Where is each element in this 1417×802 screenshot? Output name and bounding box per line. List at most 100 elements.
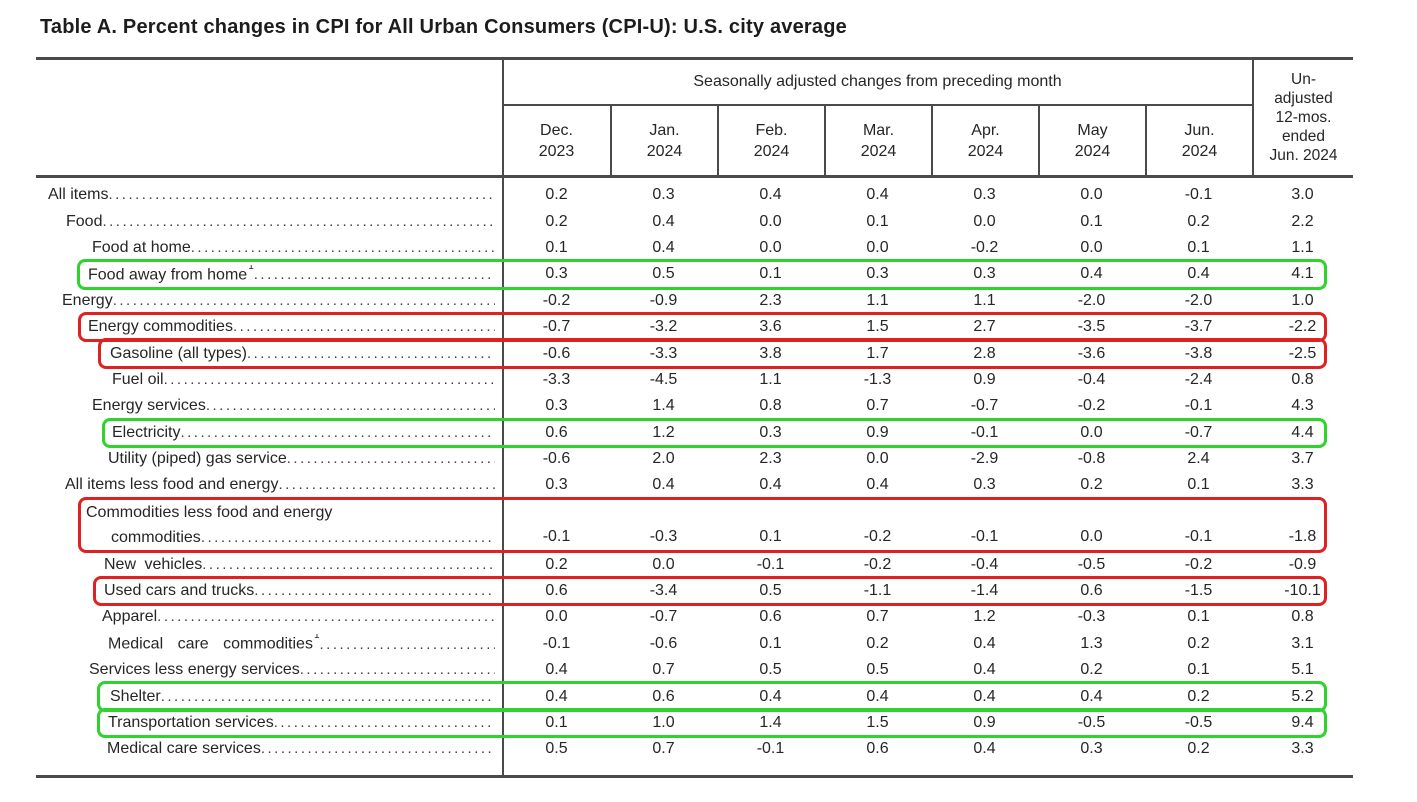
value-cell: 1.1 [1291, 238, 1314, 256]
value-cell: -2.0 [1184, 291, 1213, 309]
table-row: Commodities less food and energy commodit… [36, 496, 1353, 554]
value-cell: 0.0 [1080, 423, 1103, 441]
header-months-group: Seasonally adjusted changes from precedi… [503, 60, 1252, 175]
value-cell: 0.0 [866, 450, 889, 468]
row-label: Energy services [36, 393, 503, 419]
row-label: Fuel oil [36, 367, 503, 393]
value-cell: 0.0 [866, 238, 889, 256]
value-cell: -0.2 [542, 291, 571, 309]
row-label: Medical care commodities1 [36, 631, 503, 657]
value-cell: 0.0 [545, 608, 568, 626]
row-label: Electricity [36, 420, 503, 446]
value-cell: -0.1 [756, 740, 785, 758]
value-cell: 0.3 [545, 265, 568, 283]
footnote-marker: 1 [313, 634, 320, 642]
value-cell: 5.1 [1291, 661, 1314, 679]
month-header-cell: Apr. 2024 [931, 106, 1038, 175]
value-cell: -2.9 [970, 450, 999, 468]
row-label: Apparel [36, 604, 503, 630]
value-cell: -0.4 [970, 555, 999, 573]
value-cell: 1.4 [652, 397, 675, 415]
value-cell: 0.8 [1291, 370, 1314, 388]
value-cell: -0.7 [542, 318, 571, 336]
value-cell: 0.9 [973, 370, 996, 388]
value-cell: 1.5 [866, 318, 889, 336]
value-cell: 0.2 [1187, 740, 1210, 758]
value-cell: 3.1 [1291, 634, 1314, 652]
value-cell: 0.0 [1080, 238, 1103, 256]
value-cell: 0.0 [1080, 528, 1103, 546]
header-label-spacer [36, 60, 503, 175]
table-row: Utility (piped) gas service -0.6 2.0 2.3 0.0… [36, 446, 1353, 472]
value-cell: 0.1 [545, 238, 568, 256]
row-label: Services less energy services [36, 657, 503, 683]
value-cell: 1.0 [1291, 291, 1314, 309]
value-cell: 0.3 [759, 423, 782, 441]
row-label: Utility (piped) gas service [36, 446, 503, 472]
value-cell: -3.3 [649, 344, 678, 362]
value-cell: 0.0 [759, 238, 782, 256]
value-cell: -2.0 [1077, 291, 1106, 309]
table-row: Gasoline (all types) -0.6 -3.3 3.8 1.7 2.8 -3.… [36, 338, 1353, 369]
row-label: Gasoline (all types) [36, 340, 503, 366]
value-cell: 0.3 [973, 476, 996, 494]
value-cell: 1.1 [973, 291, 996, 309]
value-cell: -4.5 [649, 370, 678, 388]
value-cell: 1.4 [759, 714, 782, 732]
value-cell: 1.2 [973, 608, 996, 626]
value-cell: 3.3 [1291, 476, 1314, 494]
value-cell: 0.3 [973, 186, 996, 204]
row-label: All items less food and energy [36, 472, 503, 498]
value-cell: -0.6 [542, 344, 571, 362]
month-header-cell: Dec. 2023 [538, 121, 575, 160]
table-row: Fuel oil -3.3 -4.5 1.1 -1.3 0.9 -0.4 -2.4 0.8 [36, 367, 1353, 393]
table-row: Food away from home1 0.3 0.5 0.1 0.3 0.3 0.4 0.… [36, 259, 1353, 290]
value-cell: -2.5 [1288, 344, 1317, 362]
value-cell: 0.4 [866, 687, 889, 705]
value-cell: 0.1 [1187, 238, 1210, 256]
value-cell: -1.5 [1184, 582, 1213, 600]
value-cell: 0.5 [866, 661, 889, 679]
value-cell: -0.6 [542, 450, 571, 468]
value-cell: 1.1 [759, 370, 782, 388]
row-label: Transportation services [36, 710, 503, 736]
value-cell: 0.5 [652, 265, 675, 283]
value-cell: 2.4 [1187, 450, 1210, 468]
value-cell: 0.4 [1080, 265, 1103, 283]
value-cell: 0.8 [759, 397, 782, 415]
value-cell: 0.4 [973, 661, 996, 679]
value-cell: 0.3 [1080, 740, 1103, 758]
value-cell: 0.2 [545, 212, 568, 230]
row-label: Used cars and trucks [36, 578, 503, 604]
label-column-divider [502, 60, 504, 775]
table-row: Energy commodities -0.7 -3.2 3.6 1.5 2.7 -3.5 -… [36, 311, 1353, 343]
value-cell: -0.2 [970, 238, 999, 256]
value-cell: 0.4 [652, 212, 675, 230]
value-cell: -0.1 [1184, 528, 1213, 546]
value-cell: 3.6 [759, 318, 782, 336]
value-cell: 0.7 [866, 397, 889, 415]
value-cell: -1.8 [1288, 528, 1317, 546]
table-row: Shelter 0.4 0.6 0.4 0.4 0.4 0.4 0.2 5.2 [36, 681, 1353, 712]
table-row: Apparel 0.0 -0.7 0.6 0.7 1.2 -0.3 0.1 0.8 [36, 604, 1353, 630]
value-cell: 0.2 [545, 555, 568, 573]
value-cell: -0.6 [649, 634, 678, 652]
value-cell: 0.1 [1080, 212, 1103, 230]
value-cell: -0.1 [1184, 186, 1213, 204]
value-cell: 0.8 [1291, 608, 1314, 626]
value-cell: 1.3 [1080, 634, 1103, 652]
value-cell: 4.4 [1291, 423, 1314, 441]
value-cell: -0.1 [542, 634, 571, 652]
value-cell: -0.7 [970, 397, 999, 415]
value-cell: 0.0 [759, 212, 782, 230]
value-cell: 0.5 [545, 740, 568, 758]
month-header-cell: Feb. 2024 [717, 106, 824, 175]
value-cell: 0.6 [759, 608, 782, 626]
value-cell: 0.0 [973, 212, 996, 230]
value-cell: 0.1 [545, 714, 568, 732]
value-cell: 0.9 [973, 714, 996, 732]
value-cell: -0.8 [1077, 450, 1106, 468]
value-cell: 2.0 [652, 450, 675, 468]
value-cell: 2.2 [1291, 212, 1314, 230]
value-cell: 3.7 [1291, 450, 1314, 468]
